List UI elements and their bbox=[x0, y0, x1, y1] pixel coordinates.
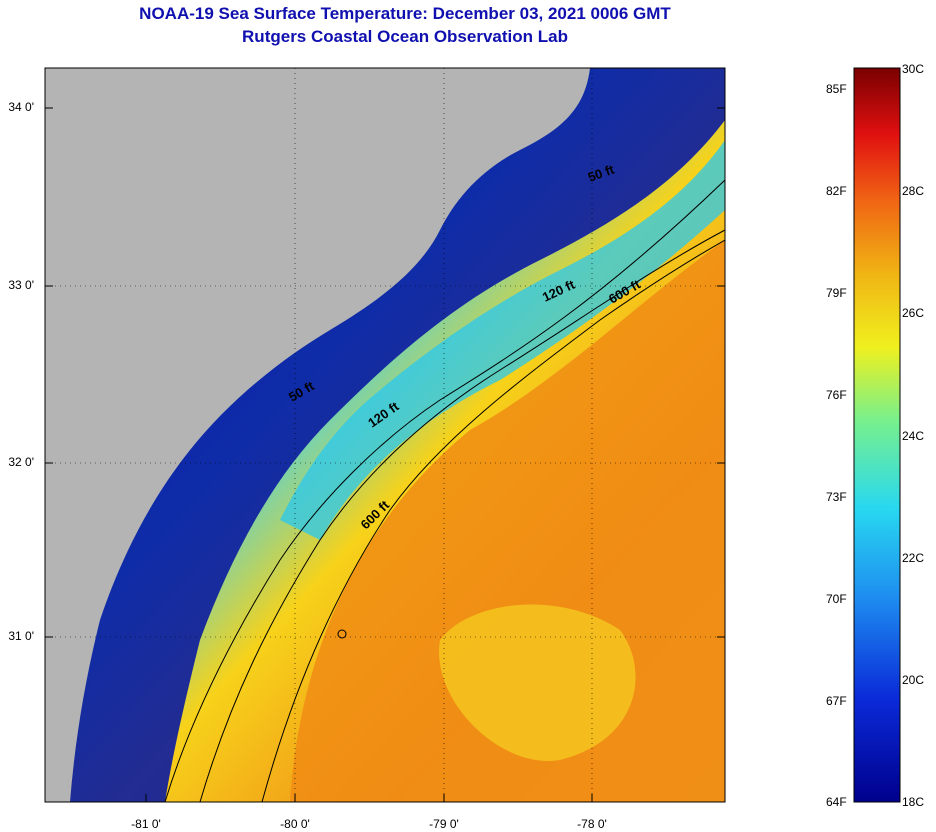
lat-label-31: 31 0' bbox=[8, 629, 34, 643]
cb-c-18: 18C bbox=[902, 795, 925, 809]
map-frame bbox=[44, 67, 726, 803]
cb-c-22: 22C bbox=[902, 551, 925, 565]
map-field bbox=[45, 68, 725, 802]
cb-f-82: 82F bbox=[826, 184, 847, 198]
map-title: NOAA-19 Sea Surface Temperature: Decembe… bbox=[139, 4, 671, 23]
cool-front bbox=[280, 140, 725, 540]
map-subtitle: Rutgers Coastal Ocean Observation Lab bbox=[242, 27, 568, 46]
cb-f-85: 85F bbox=[826, 82, 847, 96]
contour-ring bbox=[337, 629, 347, 639]
land-mass bbox=[45, 68, 590, 802]
cb-f-64: 64F bbox=[826, 795, 847, 809]
lon-label-81: -81 0' bbox=[131, 817, 161, 831]
cb-c-26: 26C bbox=[902, 306, 925, 320]
colorbar bbox=[853, 67, 901, 803]
cb-c-20: 20C bbox=[902, 673, 925, 687]
cb-f-67: 67F bbox=[826, 694, 847, 708]
cb-f-76: 76F bbox=[826, 388, 847, 402]
cb-f-73: 73F bbox=[826, 490, 847, 504]
cb-c-28: 28C bbox=[902, 184, 925, 198]
contour-50ft bbox=[164, 179, 725, 802]
lon-label-78: -78 0' bbox=[577, 817, 607, 831]
cb-c-24: 24C bbox=[902, 429, 925, 443]
cb-c-30: 30C bbox=[902, 62, 925, 76]
contour-600ft bbox=[261, 239, 725, 802]
contour-120ft bbox=[199, 229, 725, 802]
warm-eddy bbox=[439, 604, 636, 761]
lon-label-80: -80 0' bbox=[280, 817, 310, 831]
cb-f-70: 70F bbox=[826, 592, 847, 606]
lat-label-33: 33 0' bbox=[8, 278, 34, 292]
lon-label-79: -79 0' bbox=[429, 817, 459, 831]
cb-f-79: 79F bbox=[826, 286, 847, 300]
lat-label-32: 32 0' bbox=[8, 455, 34, 469]
lat-label-34: 34 0' bbox=[8, 100, 34, 114]
ticks bbox=[45, 107, 725, 802]
grid bbox=[45, 68, 725, 802]
